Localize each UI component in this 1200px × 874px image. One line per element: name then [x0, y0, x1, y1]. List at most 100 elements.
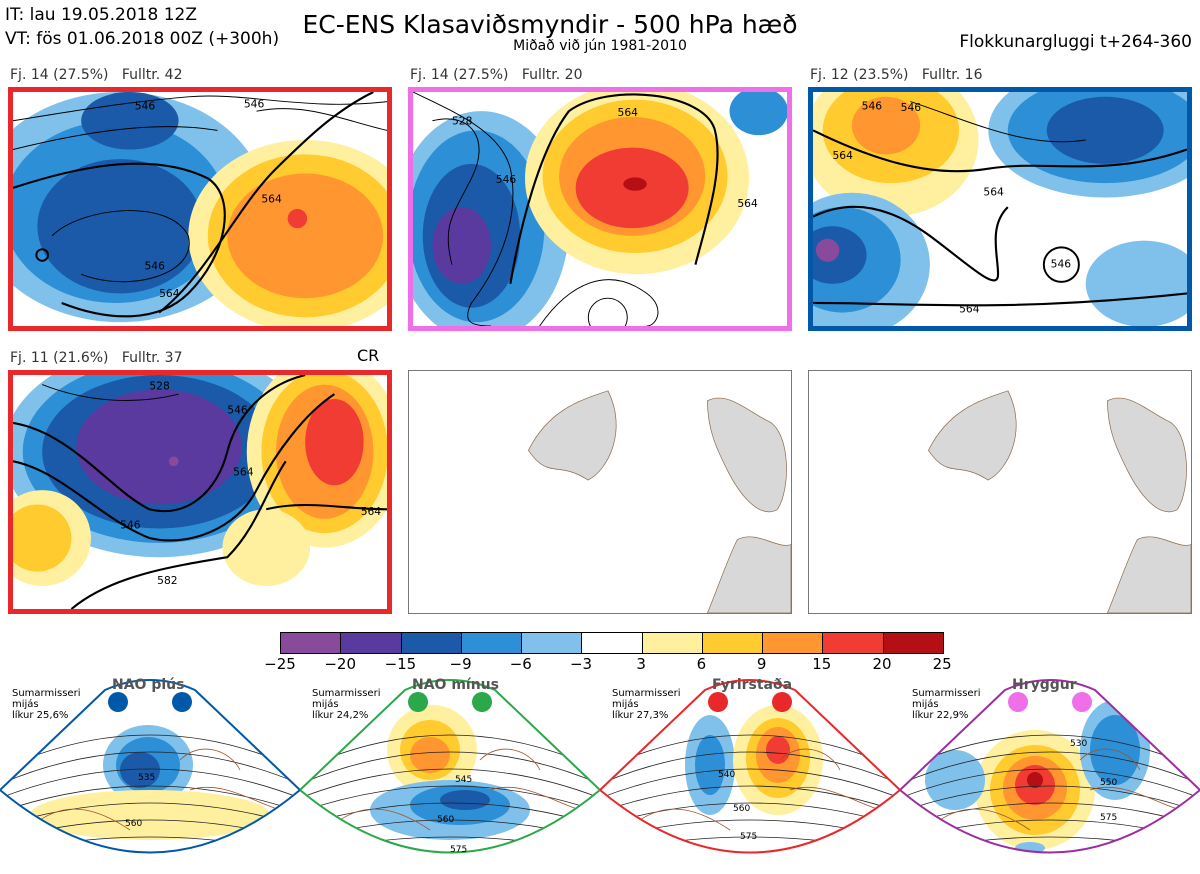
regime-contour-label: 540	[718, 770, 735, 780]
contour-label: 528	[452, 115, 473, 128]
regime-marker-dot	[708, 692, 728, 712]
page-title: EC-ENS Klasaviðsmyndir - 500 hPa hæð	[302, 10, 798, 39]
contour-label: 546	[244, 97, 265, 110]
regime-marker-dot	[1072, 692, 1092, 712]
colorbar-cell	[822, 633, 883, 653]
empty-map-2	[808, 370, 1192, 614]
colorbar-cell	[882, 633, 943, 653]
contour-label: 564	[233, 466, 254, 479]
regime-contour-label: 550	[1100, 778, 1117, 788]
regime-4: 530 550 575	[898, 670, 1200, 870]
page-subtitle: Miðað við jún 1981-2010	[513, 38, 687, 54]
regime-contour-label: 575	[740, 832, 757, 842]
contour-label: 564	[737, 197, 758, 210]
regime-description-line: mijás	[912, 699, 939, 710]
contour-label: 564	[618, 106, 639, 119]
regime-3: 540 560 575	[598, 670, 902, 870]
contour-label: 564	[959, 303, 980, 316]
cluster-4-label: Fj. 11 (21.6%) Fulltr. 37	[10, 350, 183, 366]
empty-map-1	[408, 370, 792, 614]
regime-marker-dot	[772, 692, 792, 712]
colorbar-tick-label: 9	[756, 655, 767, 673]
regime-contour-label: 560	[125, 819, 142, 829]
contour-label: 582	[157, 574, 177, 587]
cluster-1-label: Fj. 14 (27.5%) Fulltr. 42	[10, 67, 183, 83]
colorbar-cell	[521, 633, 582, 653]
colorbar-tick-label: −15	[384, 655, 417, 673]
regime-title: NAO mínus	[412, 677, 499, 693]
regime-description-line: mijás	[612, 699, 639, 710]
colorbar-cell	[701, 633, 763, 653]
colorbar-tick-label: 20	[872, 655, 892, 673]
colorbar-tick-label: 6	[696, 655, 707, 673]
classification-window: Flokkunargluggi t+264-360	[959, 32, 1192, 52]
regime-contour-label: 560	[437, 815, 454, 825]
regime-marker-dot	[1008, 692, 1028, 712]
colorbar-cell	[581, 633, 642, 653]
regime-contour-label: 575	[450, 845, 467, 855]
contour-label: 546	[227, 403, 248, 416]
colorbar-cell	[762, 633, 823, 653]
colorbar-tick-label: −6	[509, 655, 532, 673]
colorbar-cell	[460, 633, 522, 653]
colorbar-cell	[641, 633, 702, 653]
regime-marker-dot	[472, 692, 492, 712]
cluster-3-label: Fj. 12 (23.5%) Fulltr. 16	[810, 67, 983, 83]
contour-label: 546	[144, 259, 165, 272]
contour-label: 546	[135, 99, 156, 112]
regime-description: Sumarmisseri mijás líkur 24,2%	[312, 688, 380, 721]
regime-title: Fyrirstaða	[712, 677, 793, 693]
regime-description: Sumarmisseri mijás líkur 27,3%	[612, 688, 680, 721]
regime-contour-label: 575	[1100, 813, 1117, 823]
contour-label: 564	[361, 505, 382, 518]
regime-title: NAO plús	[112, 677, 185, 693]
cluster-3-map: 546 546 564 564 546 564	[808, 87, 1192, 331]
regime-description-line: líkur 22,9%	[912, 710, 969, 721]
cluster-2-map: 528 546 564 564	[408, 87, 792, 331]
regime-description-line: mijás	[312, 699, 339, 710]
contour-label: 546	[496, 173, 517, 186]
regime-contour-label: 535	[138, 773, 155, 783]
colorbar-tick-label: −3	[569, 655, 593, 673]
regime-contour-label: 530	[1070, 739, 1087, 749]
regime-contour-label: 560	[733, 804, 750, 814]
colorbar-tick-label: −25	[264, 655, 296, 673]
regime-description-line: Sumarmisseri	[912, 688, 981, 699]
regime-marker-dot	[108, 692, 128, 712]
regime-description-line: Sumarmisseri	[612, 688, 681, 699]
contour-label: 564	[983, 186, 1004, 199]
cluster-4-cr-tag: CR	[357, 346, 380, 365]
regime-contour-label: 545	[455, 775, 472, 785]
colorbar-tick-label: 15	[812, 655, 832, 673]
cluster-2-label: Fj. 14 (27.5%) Fulltr. 20	[410, 67, 583, 83]
colorbar-tick-label: 3	[636, 655, 646, 673]
colorbar-cell	[281, 633, 341, 653]
regime-marker-dot	[172, 692, 192, 712]
cluster-1-map: 546 546 546 564 564	[8, 87, 392, 331]
regime-description-line: Sumarmisseri	[312, 688, 381, 699]
contour-label: 546	[862, 99, 883, 112]
contour-label: 564	[261, 192, 282, 205]
regime-description-line: líkur 27,3%	[612, 710, 669, 721]
colorbar-tick-label: 25	[932, 655, 952, 673]
regime-description-line: Sumarmisseri	[12, 688, 81, 699]
cluster-4-map: 528 546 546 564 564 582	[8, 370, 392, 614]
init-time: IT: lau 19.05.2018 12Z	[5, 5, 197, 25]
regime-description: Sumarmisseri mijás líkur 25,6%	[12, 688, 80, 721]
valid-time: VT: fös 01.06.2018 00Z (+300h)	[5, 29, 280, 49]
regime-1: 535 560	[0, 670, 302, 870]
regime-marker-dot	[408, 692, 428, 712]
regime-description-line: líkur 25,6%	[12, 710, 69, 721]
contour-label: 546	[901, 101, 922, 114]
regime-description-line: mijás	[12, 699, 39, 710]
regime-description-line: líkur 24,2%	[312, 710, 369, 721]
colorbar	[280, 632, 944, 654]
colorbar-cell	[400, 633, 461, 653]
regime-description: Sumarmisseri mijás líkur 22,9%	[912, 688, 980, 721]
contour-label: 546	[1051, 258, 1072, 271]
colorbar-cell	[340, 633, 401, 653]
contour-label: 564	[159, 287, 180, 300]
regime-2: 545 560 575	[298, 670, 602, 870]
colorbar-tick-label: −9	[449, 655, 472, 673]
regime-title: Hryggur	[1012, 677, 1077, 693]
